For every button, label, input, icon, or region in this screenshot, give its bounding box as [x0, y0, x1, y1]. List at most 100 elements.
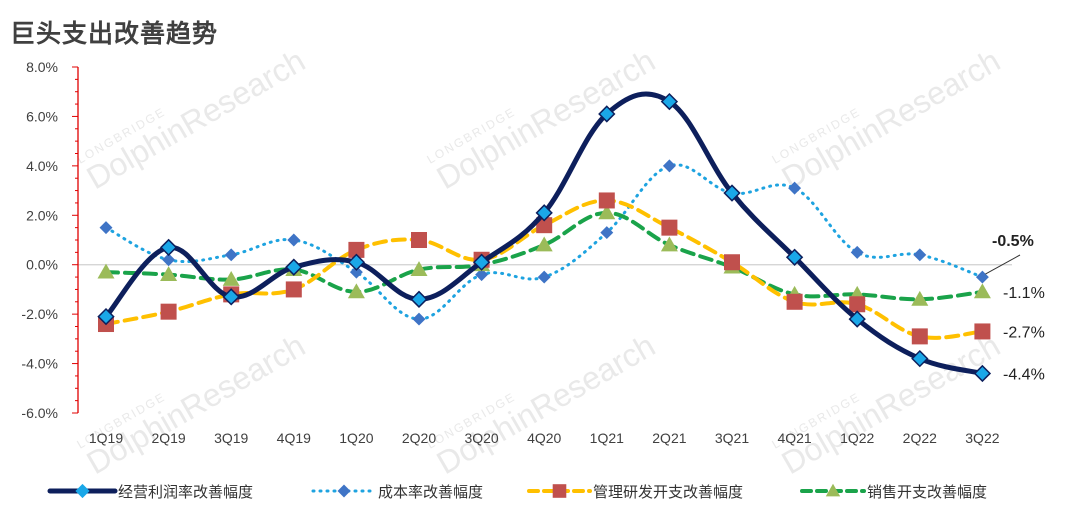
- data-point: [475, 268, 489, 282]
- chart-title: 巨头支出改善趋势: [10, 19, 219, 48]
- legend-item: 经营利润率改善幅度: [47, 483, 253, 501]
- leader-line: [985, 254, 1021, 275]
- data-point: [162, 253, 176, 267]
- x-tick-label: 1Q19: [89, 430, 123, 446]
- x-tick-label: 4Q21: [777, 430, 811, 446]
- watermark-name: DolphinResearch: [81, 42, 312, 196]
- y-tick-label: 8.0%: [26, 59, 58, 75]
- data-point: [97, 263, 115, 279]
- data-point: [913, 248, 927, 262]
- watermark-name: DolphinResearch: [431, 42, 662, 196]
- legend-label: 成本率改善幅度: [378, 483, 483, 501]
- data-point: [410, 261, 428, 277]
- data-point: [974, 323, 991, 340]
- data-point: [788, 181, 802, 195]
- data-point: [598, 204, 616, 220]
- data-point: [412, 312, 426, 326]
- data-point: [598, 105, 616, 123]
- end-label-operating: -4.4%: [1003, 366, 1045, 383]
- data-point: [662, 159, 676, 173]
- x-tick-label: 2Q20: [402, 430, 436, 446]
- y-tick-label: -2.0%: [21, 306, 58, 322]
- data-point: [536, 217, 553, 234]
- data-point: [160, 303, 177, 320]
- x-tick-label: 4Q19: [277, 430, 311, 446]
- data-point: [410, 290, 428, 308]
- data-point: [97, 307, 115, 326]
- data-point: [660, 92, 679, 111]
- data-point: [975, 270, 989, 284]
- data-point: [159, 238, 178, 257]
- data-point: [222, 288, 240, 306]
- x-tick-label: 1Q22: [840, 430, 874, 446]
- y-tick-label: 0.0%: [26, 257, 58, 273]
- data-point: [287, 233, 301, 247]
- data-point: [348, 241, 365, 258]
- watermark-name: DolphinResearch: [776, 327, 1007, 481]
- data-point: [786, 293, 803, 310]
- watermark-name: DolphinResearch: [431, 327, 662, 481]
- data-point: [285, 281, 302, 298]
- end-label-sales: -1.1%: [1003, 285, 1045, 302]
- data-point: [160, 266, 178, 281]
- data-point: [411, 232, 427, 248]
- x-tick-label: 2Q19: [151, 430, 185, 446]
- data-point: [598, 192, 615, 209]
- data-point: [849, 296, 866, 313]
- legend-label: 销售开支改善幅度: [867, 483, 987, 501]
- data-point: [347, 253, 366, 271]
- data-point: [911, 349, 929, 368]
- watermark-name: DolphinResearch: [776, 42, 1007, 196]
- data-point: [535, 204, 553, 222]
- legend-item: 管理研发开支改善幅度: [527, 483, 743, 501]
- data-point: [222, 271, 240, 286]
- data-point: [600, 226, 614, 240]
- series-operating-margin: [97, 91, 992, 383]
- x-tick-label: 2Q22: [903, 430, 937, 446]
- x-tick-label: 2Q21: [652, 430, 686, 446]
- x-tick-label: 3Q21: [715, 430, 749, 446]
- data-point: [660, 236, 678, 252]
- data-point: [537, 270, 551, 284]
- data-point: [724, 254, 740, 271]
- data-point: [347, 283, 365, 299]
- data-point: [911, 290, 929, 306]
- legend-item: 成本率改善幅度: [311, 483, 483, 501]
- data-point: [785, 248, 804, 266]
- legend-swatch-marker: [75, 483, 90, 499]
- data-point: [973, 283, 991, 299]
- watermark-name: DolphinResearch: [81, 327, 312, 481]
- y-tick-label: 4.0%: [26, 158, 58, 174]
- legend: 经营利润率改善幅度 成本率改善幅度 管理研发开支改善幅度 销售开支改善幅度: [47, 483, 987, 501]
- data-point: [224, 248, 238, 262]
- data-point: [349, 265, 363, 279]
- data-point: [472, 253, 491, 271]
- end-label-cost: -0.5%: [992, 233, 1034, 250]
- x-tick-label: 4Q20: [527, 430, 561, 446]
- series-cost-ratio: [99, 159, 989, 326]
- data-point: [973, 364, 992, 383]
- legend-swatch-marker: [337, 484, 351, 498]
- legend-swatch-marker: [825, 483, 841, 497]
- legend-label: 经营利润率改善幅度: [118, 483, 253, 501]
- y-tick-label: -4.0%: [21, 356, 58, 372]
- data-point: [285, 258, 303, 276]
- y-tick-label: 6.0%: [26, 108, 58, 124]
- data-point: [848, 310, 866, 328]
- y-tick-label: -6.0%: [21, 405, 58, 421]
- end-label-admin-rd: -2.7%: [1003, 324, 1045, 341]
- data-point: [661, 219, 678, 236]
- data-point: [850, 245, 864, 259]
- x-tick-label: 3Q22: [965, 430, 999, 446]
- y-tick-label: 2.0%: [26, 207, 58, 223]
- x-tick-label: 3Q20: [464, 430, 498, 446]
- data-point: [535, 236, 553, 252]
- data-point: [911, 328, 928, 345]
- legend-item: 销售开支改善幅度: [800, 483, 987, 501]
- legend-swatch-marker: [552, 484, 567, 498]
